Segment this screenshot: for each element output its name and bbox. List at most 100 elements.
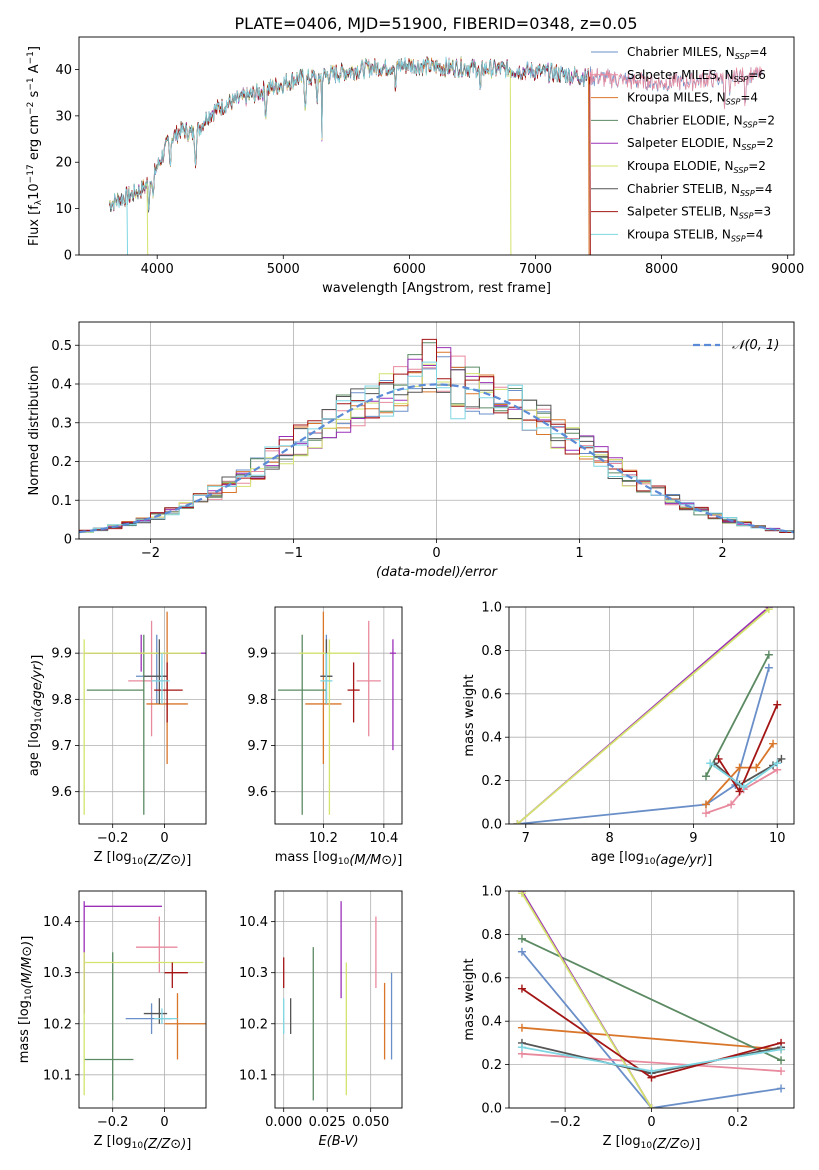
- y-tick-label: 9.9: [51, 647, 72, 662]
- label-part: E(B-V): [318, 1134, 358, 1149]
- spectrum-marks: [108, 56, 763, 255]
- legend-sub: SSP: [740, 189, 755, 198]
- label-part: (M/M⊙): [349, 853, 397, 868]
- weight-marker: [714, 754, 723, 763]
- spectrum-dropout: [587, 76, 590, 255]
- legend-entry: Salpeter ELODIE, NSSP=2: [627, 136, 774, 152]
- x-axis-label: (data-model)/error: [376, 565, 499, 580]
- x-tick-label: 0: [432, 546, 440, 561]
- label-subscript: 10: [132, 1141, 144, 1151]
- spectrum-dropout: [126, 196, 129, 255]
- figure-title: PLATE=0406, MJD=51900, FIBERID=0348, z=0…: [234, 14, 637, 33]
- age-vs-mass-marks: [278, 611, 396, 815]
- y-tick-label: 10: [55, 202, 72, 217]
- legend-sub: SSP: [743, 120, 758, 129]
- legend-sub: SSP: [726, 98, 741, 107]
- weight-marker: [764, 607, 773, 614]
- x-axis-label: Z [log10(Z/Z⊙)]: [94, 850, 192, 868]
- y-axis-label: age [log10(age/yr)]: [27, 655, 45, 777]
- label-part: −2: [26, 102, 36, 115]
- x-axis-label: wavelength [Angstrom, rest frame]: [322, 281, 551, 296]
- spectrum-dropout: [509, 69, 512, 255]
- label-part: log: [112, 1134, 132, 1149]
- weight-line: [517, 667, 770, 824]
- y-tick-label: 0: [64, 249, 72, 264]
- weight-line: [521, 892, 653, 1108]
- x-tick-label: 0.2: [728, 1115, 749, 1130]
- weight-marker: [777, 1056, 786, 1065]
- y-axis-label: Normed distribution: [27, 366, 42, 496]
- histogram-step: [79, 338, 794, 533]
- x-tick-label: 2: [718, 546, 726, 561]
- label-part: 10: [27, 183, 42, 200]
- mass-vs-Z-axes: −0.2 010.110.210.310.4Z [log10(Z/Z⊙)]mass…: [17, 890, 207, 1152]
- weight-marker: [735, 763, 744, 772]
- legend-nssp: =2: [756, 136, 774, 150]
- x-tick-label: 0: [647, 1115, 655, 1130]
- legend: 𝒩(0, 1): [693, 338, 779, 353]
- legend-entry: Chabrier MILES, NSSP=4: [627, 45, 767, 61]
- weight-marker: [777, 1045, 786, 1054]
- weight-marker: [517, 947, 526, 956]
- y-tick-label: 10.4: [43, 915, 72, 930]
- mass-vs-ebv-axes: 0.000 0.025 0.050 10.1 10.2 10.3 10.4 E(B-V): [239, 890, 403, 1149]
- legend-entry: Salpeter STELIB, NSSP=3: [627, 205, 771, 221]
- weight-line: [521, 1026, 782, 1051]
- label-part: Flux [f: [27, 205, 42, 246]
- label-part: λ: [34, 199, 44, 205]
- weight-marker: [701, 772, 710, 781]
- label-part: −1: [26, 77, 36, 90]
- legend-nssp: =4: [740, 91, 758, 105]
- legend-name: Chabrier ELODIE, N: [627, 113, 743, 127]
- label-part: ]: [186, 1137, 191, 1152]
- label-subscript: 10: [338, 857, 350, 867]
- legend-sub: SSP: [735, 52, 750, 61]
- y-tick-label: 10.3: [239, 966, 268, 981]
- y-tick-label: 9.7: [51, 739, 72, 754]
- y-tick-label: 9.6: [247, 785, 268, 800]
- label-subscript: 10: [34, 711, 44, 723]
- axes-frame: [508, 606, 795, 825]
- label-part: log: [318, 850, 338, 865]
- weight-marker: [735, 787, 744, 796]
- weight-line: [521, 1052, 782, 1072]
- y-tick-label: 9.8: [247, 693, 268, 708]
- x-tick-label: 5000: [267, 262, 300, 277]
- x-tick-label: 0: [160, 1115, 168, 1130]
- axes-frame: [274, 890, 403, 1109]
- histogram-step: [79, 361, 794, 533]
- x-tick-label: −0.2: [97, 831, 129, 846]
- y-tick-label: 0.4: [481, 731, 502, 746]
- y-tick-label: 10.1: [43, 1068, 72, 1083]
- y-tick-label: 30: [55, 109, 72, 124]
- weight-vs-age-marks: [513, 607, 786, 824]
- y-tick-label: 0.1: [51, 494, 72, 509]
- weight-marker: [647, 1067, 656, 1076]
- label-part: Normed distribution: [27, 366, 42, 496]
- weight-marker: [706, 759, 715, 768]
- weight-marker: [752, 763, 761, 772]
- y-tick-label: 20: [55, 156, 72, 171]
- x-axis-label: mass [log10(M/M⊙)]: [275, 850, 403, 868]
- legend-entry: 𝒩(0, 1): [732, 338, 779, 353]
- label-part: (Z/Z⊙): [143, 1137, 186, 1152]
- y-axis-label: mass [log10(M/M⊙)]: [17, 936, 35, 1064]
- label-part: ]: [186, 853, 191, 868]
- legend-sub: SSP: [741, 143, 756, 152]
- label-part: Z [: [94, 850, 112, 865]
- legend-name: Chabrier MILES, N: [627, 45, 735, 59]
- y-tick-label: 0.2: [481, 1058, 502, 1073]
- weight-marker: [739, 783, 748, 792]
- y-tick-label: 0.6: [481, 687, 502, 702]
- weight-line: [521, 937, 782, 1062]
- y-tick-label: 0.2: [481, 774, 502, 789]
- legend-nssp: =4: [749, 45, 767, 59]
- x-axis-label: Z [log10(Z/Z⊙)]: [94, 1134, 192, 1152]
- x-tick-label: 10.4: [369, 831, 398, 846]
- x-tick-label: 8000: [645, 262, 678, 277]
- label-part: Z [: [94, 1134, 112, 1149]
- legend-entry: Kroupa STELIB, NSSP=4: [627, 227, 763, 243]
- weight-line: [717, 704, 779, 794]
